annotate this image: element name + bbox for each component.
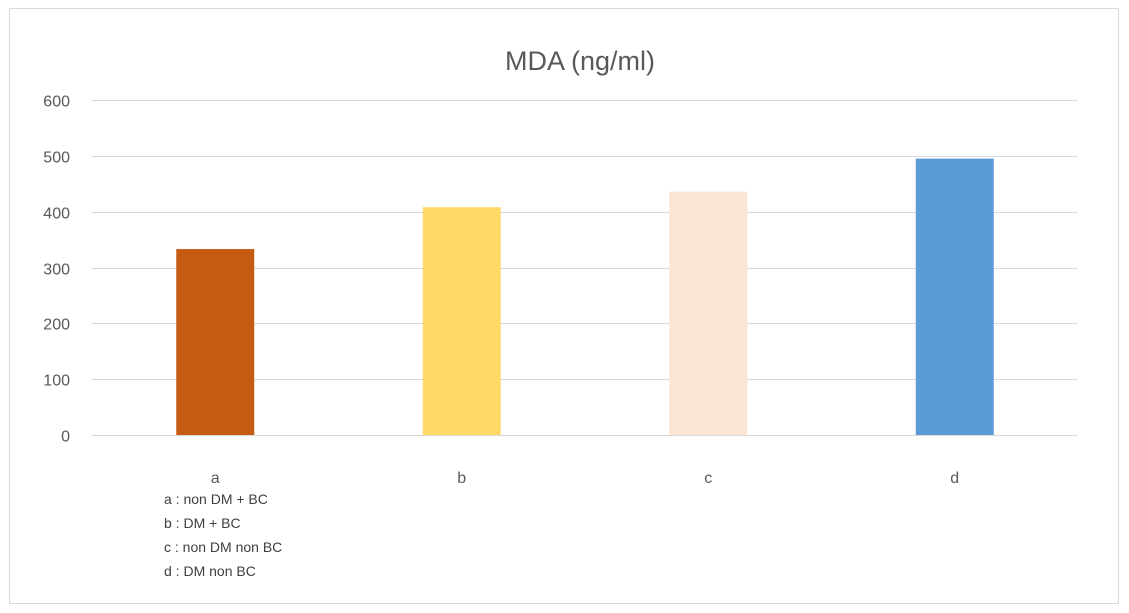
x-tick-label-c: c xyxy=(704,470,712,487)
x-tick-label-a: a xyxy=(211,470,220,487)
key-note-c: c : non DM non BC xyxy=(164,539,282,555)
y-tick-label-0: 0 xyxy=(61,429,70,446)
y-tick-label-500: 500 xyxy=(43,150,70,167)
x-tick-label-b: b xyxy=(457,470,466,487)
category-key-notes: a : non DM + BC b : DM + BC c : non DM non… xyxy=(164,491,282,579)
y-tick-label-300: 300 xyxy=(43,262,70,279)
key-note-d: d : DM non BC xyxy=(164,563,256,579)
y-tick-label-600: 600 xyxy=(43,94,70,111)
bar-a xyxy=(176,249,255,435)
x-axis-tick-labels: a b c d xyxy=(211,470,959,487)
key-note-b: b : DM + BC xyxy=(164,515,241,531)
x-tick-label-d: d xyxy=(950,470,959,487)
y-axis-tick-labels: 0 100 200 300 400 500 600 xyxy=(43,94,70,446)
y-tick-label-200: 200 xyxy=(43,317,70,334)
y-tick-label-100: 100 xyxy=(43,373,70,390)
bars xyxy=(176,158,994,435)
gridlines xyxy=(92,100,1078,436)
y-tick-label-400: 400 xyxy=(43,206,70,223)
bar-d xyxy=(915,158,994,435)
chart-title: MDA (ng/ml) xyxy=(505,46,655,76)
bar-c xyxy=(669,191,748,435)
bar-b xyxy=(422,207,501,435)
key-note-a: a : non DM + BC xyxy=(164,491,268,507)
